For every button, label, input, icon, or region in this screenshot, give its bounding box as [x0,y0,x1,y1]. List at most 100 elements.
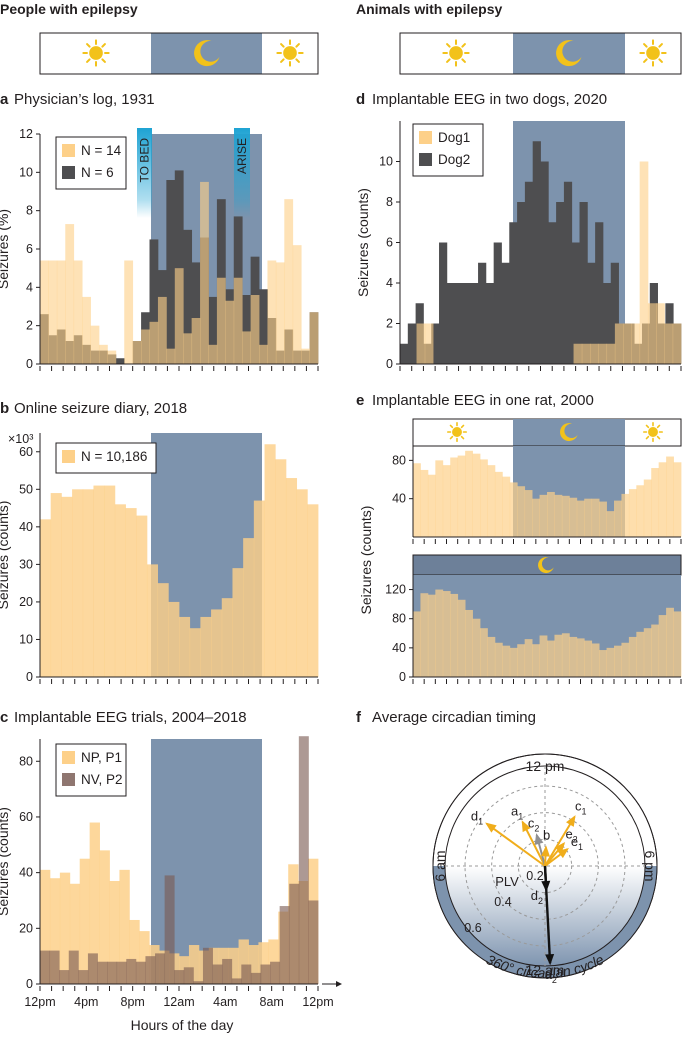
bar-series-2 [78,970,89,984]
vector-label-d1: d1 [471,809,483,827]
bar-series-2 [242,295,252,364]
y-tick-label: 120 [385,583,406,597]
bar-series-1 [157,583,169,677]
panel-a: a Physician’s log, 1931 0 2 4 6 8 10 12 Seizure… [0,91,319,371]
vector-label-a2: a2 [545,967,557,985]
area-bin [487,465,496,537]
vector-label-b: b [543,827,550,842]
panel-title: Online seizure diary, 2018 [14,400,187,417]
dial-label-top: 12 pm [526,758,565,774]
bar-series-2 [115,358,125,364]
vector-label-sub: 2 [552,975,557,985]
bar-series-1 [107,350,117,364]
bar-series-1 [56,260,66,364]
vector-label-base: d [471,809,478,824]
vector-label-sub: 2 [573,834,578,844]
x-tick-label: 4pm [74,995,98,1009]
bar-series-1 [301,348,310,364]
area-bin [480,628,488,677]
bar-series-2 [202,947,213,984]
y-tick-label: 6 [26,242,33,256]
area-bin [420,469,429,537]
legend-swatch [62,166,75,179]
bar-series-2 [431,323,440,364]
bar-series-1 [93,485,105,677]
bar-series-1 [672,323,682,364]
y-tick-label: 0 [26,357,33,371]
x-tick-label: 8am [260,995,284,1009]
panel-letter: b [0,400,9,417]
bar-series-1 [82,296,91,364]
bar-series-2 [135,961,146,984]
y-tick-label: 0 [399,670,406,684]
sun-icon [639,39,667,67]
sun-ray [86,43,91,48]
bar-series-1 [250,295,260,364]
area-bin [472,618,481,677]
bar-series-2 [571,242,580,364]
plv-label: PLV [495,874,519,889]
y-axis-label: Seizures (counts) [358,506,374,615]
area-bin [651,624,660,677]
bar-series-1 [82,489,94,677]
moon-icon [556,40,582,67]
area-chart-e-constant-dark: 0 40 80 120 [385,554,682,684]
legend-swatch [62,751,75,764]
legend-swatch [62,144,75,157]
bar-series-1 [216,277,226,364]
y-tick-label: 2 [26,319,33,333]
legend-label: N = 14 [81,143,122,158]
y-tick-label: 4 [26,280,33,294]
bar-series-2 [485,283,495,364]
vector-label-c1: c1 [575,799,587,817]
bar-series-2 [231,978,242,984]
sun-ray [461,58,466,63]
y-tick-label: 40 [19,866,33,880]
vector-label-e1: e1 [571,834,583,852]
bar-series-1 [188,945,200,984]
sun-icon [442,39,470,67]
area-bin [643,628,652,677]
area-bin [413,463,421,537]
bar-series-2 [493,242,502,364]
sun-ray [280,43,285,48]
panel-e: e Implantable EEG in one rat, 2000 4080 … [356,392,682,684]
bar-series-1 [296,489,308,677]
area-bin [465,450,473,537]
bar-series-1 [631,323,641,364]
bar-series-1 [191,318,201,364]
area-bin [643,479,652,537]
y-tick-label: 8 [386,195,393,209]
sun-disc [89,46,103,60]
panel-title: Implantable EEG in one rat, 2000 [372,392,594,409]
x-tick-label: 4am [213,995,237,1009]
bar-series-1 [221,598,233,677]
panel-letter: c [0,709,8,726]
annotation-label: TO BED [138,138,152,183]
y-tick-label: 10 [19,165,33,179]
vector-label-base: d [531,888,538,903]
vector-head-b [541,845,550,857]
sun-ray [460,435,465,440]
bar-series-1 [292,245,302,364]
outer-ring [432,753,658,979]
sun-ray [658,58,663,63]
panel-title: Implantable EEG in two dogs, 2020 [372,91,607,108]
y-tick-label: 60 [19,810,33,824]
bar-series-1 [49,878,61,984]
vector-d1 [486,822,546,867]
bar-series-1 [65,224,75,364]
area-bin [554,494,563,537]
legend-label: NP, P1 [81,750,122,765]
vector-head-c2 [534,833,544,845]
vector-head-e1 [557,847,569,859]
vector-label-sub: 1 [578,842,583,852]
bar-series-2 [579,202,588,364]
area-bin [532,644,540,677]
sun-ray [645,435,650,440]
sun-ray [101,58,106,63]
bar-series-1 [233,277,243,364]
bar-series-1 [309,312,319,364]
